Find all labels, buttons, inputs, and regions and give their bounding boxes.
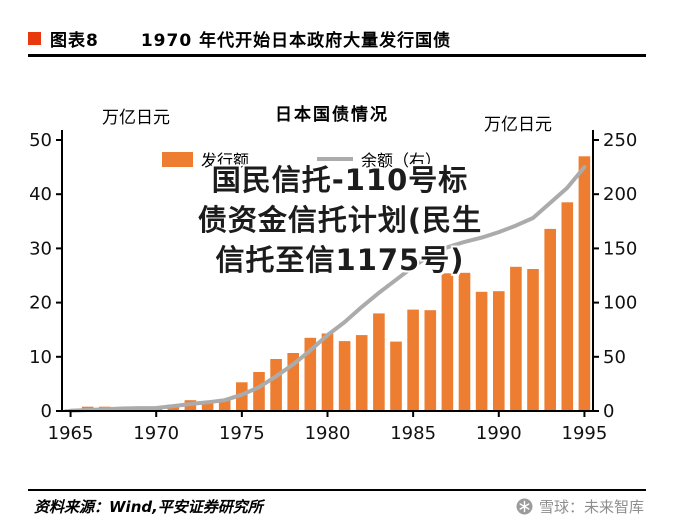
svg-text:0: 0 — [41, 401, 52, 422]
footer-rule — [28, 489, 646, 491]
svg-text:200: 200 — [603, 184, 637, 205]
svg-text:100: 100 — [603, 293, 637, 314]
svg-text:1975: 1975 — [219, 423, 265, 444]
bar-swatch-icon — [162, 151, 193, 167]
figure-header: 图表8 1970 年代开始日本政府大量发行国债 — [28, 26, 646, 51]
svg-text:50: 50 — [29, 130, 52, 151]
figure-title: 1970 年代开始日本政府大量发行国债 — [140, 31, 452, 51]
left-axis-unit: 万亿日元 — [102, 108, 170, 128]
svg-text:0: 0 — [603, 401, 614, 422]
header-rule — [28, 54, 646, 57]
watermark-line: 国民信托-110号标 — [211, 163, 469, 197]
svg-text:1990: 1990 — [476, 423, 522, 444]
svg-text:50: 50 — [603, 347, 626, 368]
right-axis-unit: 万亿日元 — [484, 115, 552, 135]
chart-canvas: 0 10 20 30 40 50 0 50 100 150 200 250 1965 1970 1975 19… — [29, 130, 637, 444]
svg-text:40: 40 — [29, 184, 52, 205]
svg-text:150: 150 — [603, 238, 637, 259]
svg-text:1995: 1995 — [562, 423, 608, 444]
figure-tag: 图表8 — [50, 31, 99, 51]
legend-label-issuance: 发行额 — [201, 151, 250, 170]
source-note: 资料来源：Wind,平安证券研究所 — [34, 498, 263, 516]
svg-text:1985: 1985 — [390, 423, 436, 444]
svg-text:1980: 1980 — [305, 423, 351, 444]
watermark-line: 信托至信1175号) — [215, 243, 465, 277]
red-square-icon — [28, 32, 41, 45]
xueqiu-logo-icon — [516, 498, 533, 515]
brand: 雪球：未来智库 — [516, 496, 644, 517]
chart-title: 日本国债情况 — [275, 105, 389, 125]
legend-item-issuance: 发行额 — [162, 147, 249, 171]
svg-text:250: 250 — [603, 130, 637, 151]
svg-text:1965: 1965 — [48, 423, 94, 444]
watermark-text: 国民信托-110号标 债资金信托计划(民生 信托至信1175号) — [126, 160, 554, 280]
line-swatch-icon — [317, 157, 354, 161]
brand-label: 雪球：未来智库 — [538, 498, 644, 516]
svg-text:1970: 1970 — [133, 423, 179, 444]
svg-text:20: 20 — [29, 293, 52, 314]
svg-text:30: 30 — [29, 238, 52, 259]
legend-item-balance: 余额（右） — [317, 147, 441, 171]
watermark-line: 债资金信托计划(民生 — [197, 203, 483, 237]
svg-text:10: 10 — [29, 347, 52, 368]
chart-legend: 发行额 余额（右） — [162, 147, 441, 171]
legend-label-balance: 余额（右） — [361, 151, 442, 170]
